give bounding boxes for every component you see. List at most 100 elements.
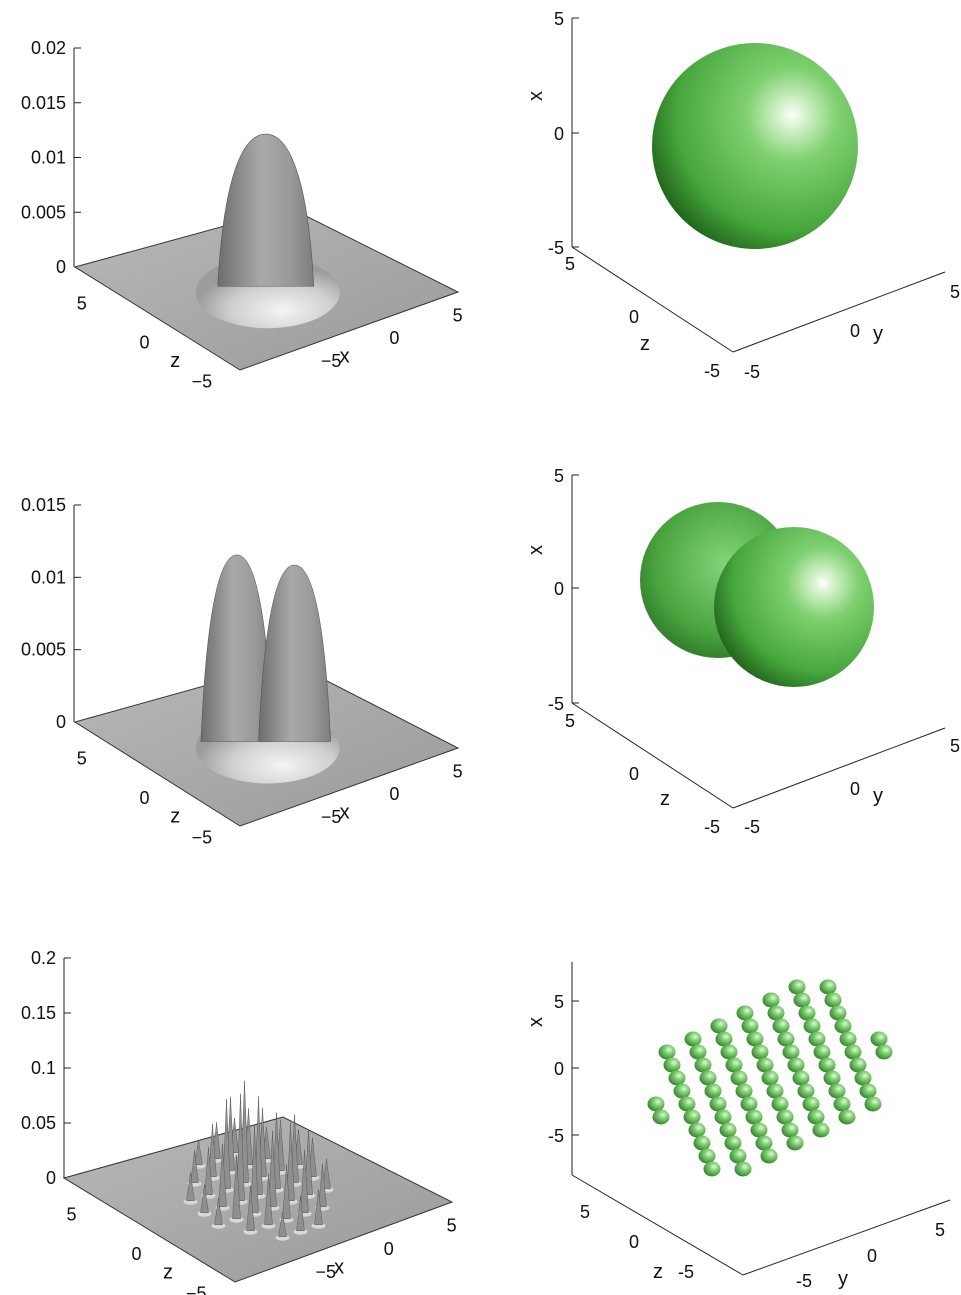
x-tick-label: 5 <box>554 466 564 486</box>
isosurface-ball <box>844 1044 862 1060</box>
isosurface-ball <box>772 1018 790 1034</box>
isosurface-ball <box>834 1018 852 1034</box>
x-tick-label: 5 <box>554 9 564 29</box>
z-tick-label: 0.15 <box>21 1003 56 1023</box>
z-depth-tick-label: 0 <box>131 1244 141 1264</box>
isosurface-ball <box>735 1083 753 1099</box>
z-tick-label: 0 <box>46 1168 56 1188</box>
y-tick-label: 5 <box>950 736 960 756</box>
isosurface-ball <box>719 1122 737 1138</box>
z-depth-tick-label: −5 <box>192 372 213 392</box>
z-depth-tick-label: 5 <box>77 748 87 768</box>
z-tick-label: 0.01 <box>31 567 66 587</box>
isosurface-ball <box>688 1122 706 1138</box>
isosurface-ball <box>854 1070 872 1086</box>
surface-spike <box>318 1163 327 1207</box>
z-axis-label: z <box>660 788 670 810</box>
z-tick-label: -5 <box>678 1262 694 1282</box>
surface-spike <box>208 1123 217 1177</box>
surface-spike <box>296 1195 305 1231</box>
x-axis-label: x <box>340 346 350 368</box>
y-tick-label: 0 <box>850 321 860 341</box>
x-tick-label: 0 <box>554 124 564 144</box>
z-tick-label: 0 <box>629 764 639 784</box>
y-tick-label: -5 <box>796 1271 812 1291</box>
x-axis-label: x <box>525 1017 547 1027</box>
surface-peak <box>258 564 331 742</box>
isosurface-ball <box>807 1109 825 1125</box>
x-tick-label: 5 <box>554 992 564 1012</box>
x-tick-label: −5 <box>316 1262 337 1282</box>
isosurface-ball <box>698 1148 716 1164</box>
isosurface-ball <box>756 1057 774 1073</box>
isosurface-ball <box>750 1122 768 1138</box>
isosurface-ball <box>710 1018 728 1034</box>
isosurface-plot-3: 5 0 -5 x -5 0 5 y 5 0 -5 z <box>525 962 951 1291</box>
isosurface-ball <box>736 1005 754 1021</box>
isosurface-ball <box>824 992 842 1008</box>
surface-peak <box>217 133 315 287</box>
isosurface-ball <box>729 1148 747 1164</box>
y-tick-label: 0 <box>850 779 860 799</box>
isosurface-ball <box>647 1096 665 1112</box>
surface-spike <box>322 1158 331 1189</box>
z-depth-tick-label: −5 <box>192 828 213 848</box>
isosurface-ball <box>694 1057 712 1073</box>
x-tick-label: −5 <box>321 351 342 371</box>
z-depth-tick-label: −5 <box>186 1284 207 1295</box>
z-tick-label: 0 <box>629 1232 639 1252</box>
isosurface-ball <box>703 1161 721 1177</box>
y-tick-label: -5 <box>744 362 760 382</box>
isosurface-ball <box>838 1109 856 1125</box>
y-axis-label: y <box>873 323 883 345</box>
surface-spike <box>314 1189 323 1225</box>
isosurface-ball <box>720 1044 738 1060</box>
z-tick-label: 0 <box>56 257 66 277</box>
isosurface-ball <box>683 1109 701 1125</box>
isosurface-ball <box>740 1096 758 1112</box>
isosurface-ball <box>808 1031 826 1047</box>
x-tick-label: 5 <box>453 306 463 326</box>
isosurface-ball <box>793 992 811 1008</box>
isosurface-ball <box>818 1057 836 1073</box>
isosurface-ball <box>823 1070 841 1086</box>
surface-spike <box>278 1211 287 1237</box>
x-tick-label: -5 <box>548 238 564 258</box>
surface-spike <box>282 1164 291 1219</box>
z-tick-label: 0.005 <box>21 640 66 660</box>
z-axis-label: z <box>163 1261 173 1283</box>
z-axis-label: z <box>170 805 180 827</box>
z-tick-label: 0.2 <box>31 948 56 968</box>
z-depth-tick-label: 0 <box>139 788 149 808</box>
y-tick-label: 0 <box>867 1246 877 1266</box>
isosurface-ball <box>725 1057 743 1073</box>
isosurface-ball <box>652 1109 670 1125</box>
z-depth-tick-label: 0 <box>139 333 149 353</box>
isosurface-ball <box>673 1083 691 1099</box>
x-tick-label: 5 <box>453 762 463 782</box>
x-tick-label: 0 <box>389 784 399 804</box>
surface-spike <box>204 1147 213 1195</box>
z-tick-label: 0 <box>56 712 66 732</box>
z-axis-line <box>571 1174 744 1276</box>
isosurface-ball <box>689 1044 707 1060</box>
isosurface-ball <box>802 1096 820 1112</box>
y-tick-label: 5 <box>935 1220 945 1240</box>
z-tick-label: 5 <box>580 1202 590 1222</box>
x-axis-label: x <box>525 545 547 555</box>
surface-spike <box>190 1150 199 1183</box>
isosurface-ball <box>828 1083 846 1099</box>
isosurface-ball <box>781 1122 799 1138</box>
isosurface-ball <box>792 1070 810 1086</box>
z-tick-label: 0.1 <box>31 1058 56 1078</box>
isosurface-ball <box>786 1135 804 1151</box>
isosurface-ball <box>760 1148 778 1164</box>
z-tick-label: 0.005 <box>21 202 66 222</box>
isosurface-ball <box>766 1083 784 1099</box>
z-tick-label: 0.02 <box>31 38 66 58</box>
x-tick-label: −5 <box>321 807 342 827</box>
isosurface-ball <box>849 1057 867 1073</box>
surface-spike <box>300 1149 309 1213</box>
